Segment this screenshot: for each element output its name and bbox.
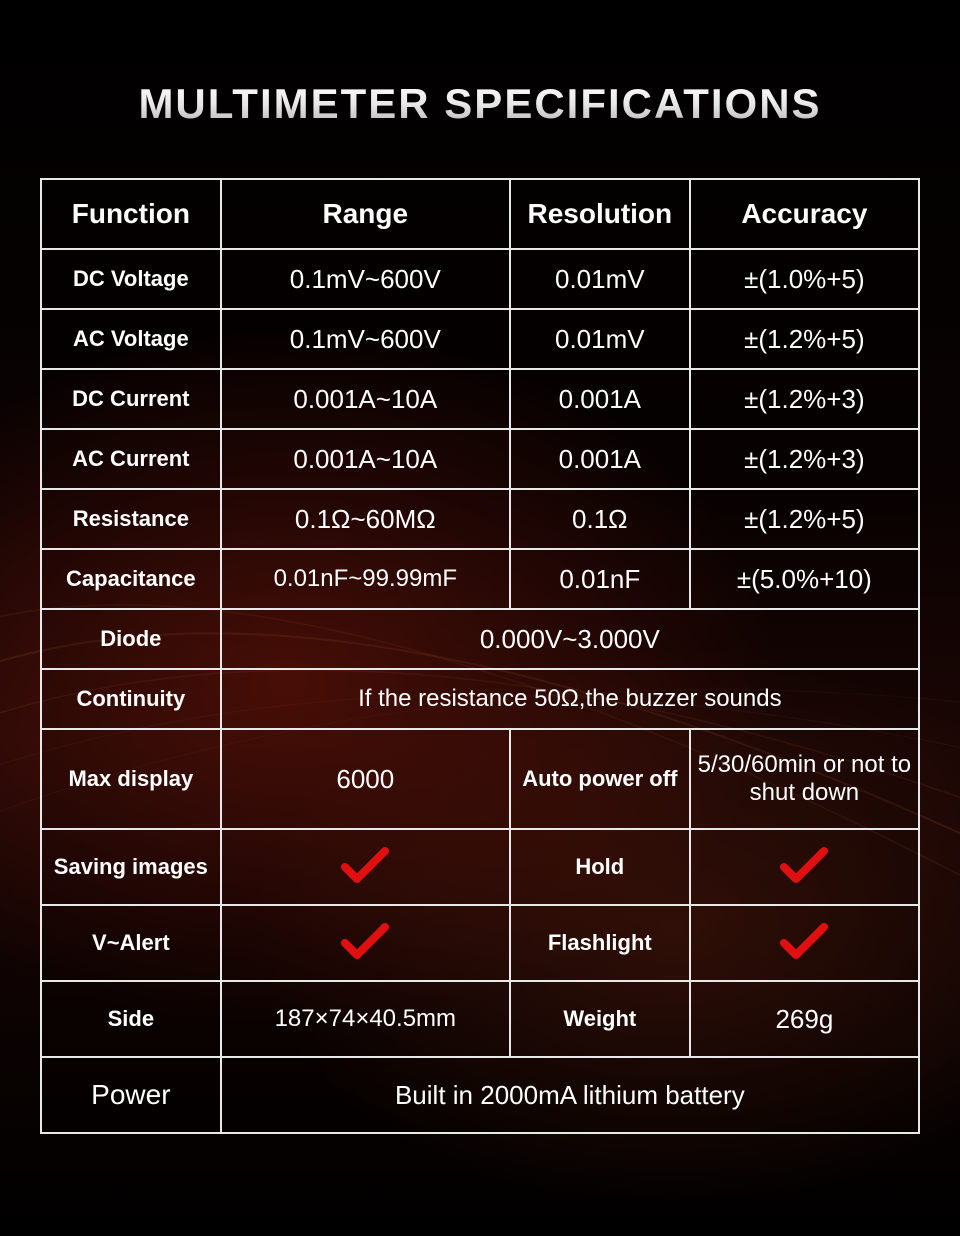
cell-range: 0.01nF~99.99mF (221, 549, 510, 609)
cell-accuracy: ±(1.0%+5) (690, 249, 919, 309)
valert-label: V~Alert (41, 905, 221, 981)
diode-label: Diode (41, 609, 221, 669)
cell-accuracy: ±(1.2%+5) (690, 309, 919, 369)
flashlight-value (690, 905, 919, 981)
cell-accuracy: ±(1.2%+3) (690, 429, 919, 489)
side-value: 187×74×40.5mm (221, 981, 510, 1057)
check-icon (780, 847, 828, 883)
cell-accuracy: ±(1.2%+3) (690, 369, 919, 429)
cell-resolution: 0.1Ω (510, 489, 690, 549)
cell-resolution: 0.001A (510, 369, 690, 429)
valert-row: V~Alert Flashlight (41, 905, 919, 981)
header-range: Range (221, 179, 510, 249)
table-row: Capacitance 0.01nF~99.99mF 0.01nF ±(5.0%… (41, 549, 919, 609)
cell-resolution: 0.01nF (510, 549, 690, 609)
maxdisplay-value: 6000 (221, 729, 510, 829)
cell-resolution: 0.01mV (510, 309, 690, 369)
valert-value (221, 905, 510, 981)
continuity-value: If the resistance 50Ω,the buzzer sounds (221, 669, 919, 729)
check-icon (780, 923, 828, 959)
savingimages-row: Saving images Hold (41, 829, 919, 905)
diode-value: 0.000V~3.000V (221, 609, 919, 669)
flashlight-label: Flashlight (510, 905, 690, 981)
weight-label: Weight (510, 981, 690, 1057)
weight-value: 269g (690, 981, 919, 1057)
page-title: MULTIMETER SPECIFICATIONS (40, 80, 920, 128)
maxdisplay-label: Max display (41, 729, 221, 829)
table-row: DC Voltage 0.1mV~600V 0.01mV ±(1.0%+5) (41, 249, 919, 309)
spec-table: Function Range Resolution Accuracy DC Vo… (40, 178, 920, 1134)
cell-range: 0.001A~10A (221, 369, 510, 429)
cell-accuracy: ±(1.2%+5) (690, 489, 919, 549)
cell-function: DC Current (41, 369, 221, 429)
side-label: Side (41, 981, 221, 1057)
autopoweroff-value: 5/30/60min or not to shut down (690, 729, 919, 829)
cell-range: 0.1mV~600V (221, 309, 510, 369)
continuity-label: Continuity (41, 669, 221, 729)
hold-label: Hold (510, 829, 690, 905)
cell-range: 0.1Ω~60MΩ (221, 489, 510, 549)
check-icon (341, 847, 389, 883)
cell-resolution: 0.001A (510, 429, 690, 489)
power-label: Power (41, 1057, 221, 1133)
power-value: Built in 2000mA lithium battery (221, 1057, 919, 1133)
savingimages-label: Saving images (41, 829, 221, 905)
cell-function: AC Voltage (41, 309, 221, 369)
savingimages-value (221, 829, 510, 905)
cell-function: DC Voltage (41, 249, 221, 309)
cell-function: AC Current (41, 429, 221, 489)
table-row: DC Current 0.001A~10A 0.001A ±(1.2%+3) (41, 369, 919, 429)
diode-row: Diode 0.000V~3.000V (41, 609, 919, 669)
cell-range: 0.001A~10A (221, 429, 510, 489)
cell-range: 0.1mV~600V (221, 249, 510, 309)
side-row: Side 187×74×40.5mm Weight 269g (41, 981, 919, 1057)
cell-resolution: 0.01mV (510, 249, 690, 309)
hold-value (690, 829, 919, 905)
header-resolution: Resolution (510, 179, 690, 249)
maxdisplay-row: Max display 6000 Auto power off 5/30/60m… (41, 729, 919, 829)
continuity-row: Continuity If the resistance 50Ω,the buz… (41, 669, 919, 729)
header-accuracy: Accuracy (690, 179, 919, 249)
table-row: Resistance 0.1Ω~60MΩ 0.1Ω ±(1.2%+5) (41, 489, 919, 549)
check-icon (341, 923, 389, 959)
table-row: AC Voltage 0.1mV~600V 0.01mV ±(1.2%+5) (41, 309, 919, 369)
power-row: Power Built in 2000mA lithium battery (41, 1057, 919, 1133)
header-function: Function (41, 179, 221, 249)
cell-function: Capacitance (41, 549, 221, 609)
table-row: AC Current 0.001A~10A 0.001A ±(1.2%+3) (41, 429, 919, 489)
cell-accuracy: ±(5.0%+10) (690, 549, 919, 609)
cell-function: Resistance (41, 489, 221, 549)
header-row: Function Range Resolution Accuracy (41, 179, 919, 249)
autopoweroff-label: Auto power off (510, 729, 690, 829)
